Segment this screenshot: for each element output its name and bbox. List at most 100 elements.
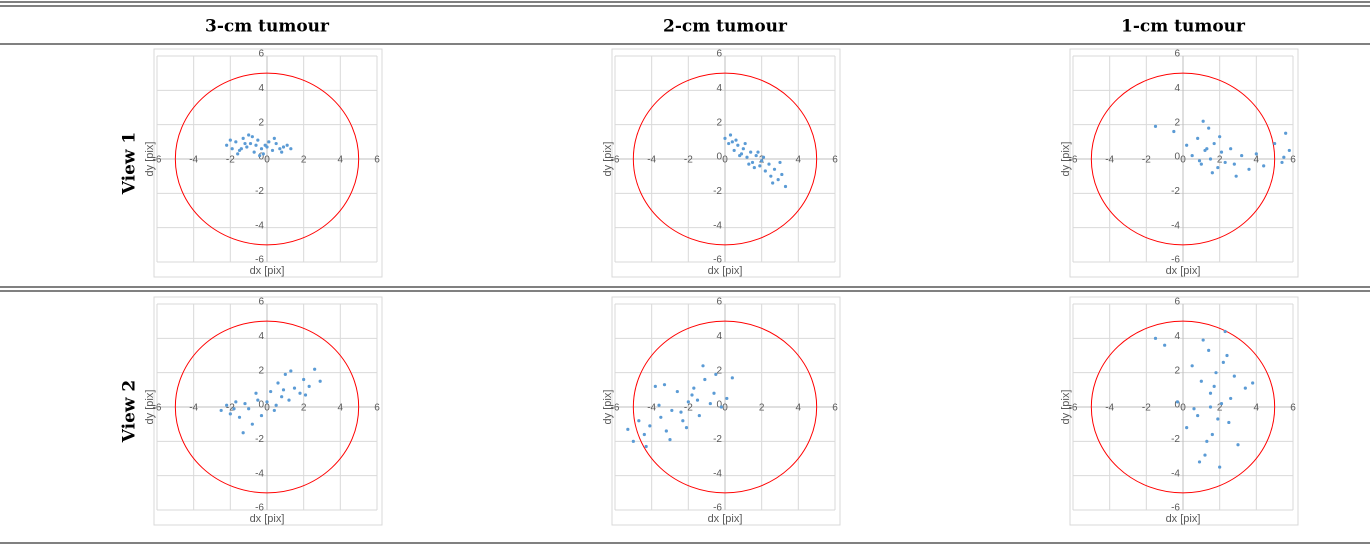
point: [267, 140, 271, 144]
point: [1210, 171, 1214, 175]
point: [237, 415, 242, 419]
y-tick-label: -2: [255, 186, 264, 197]
y-tick-label: 0: [258, 152, 264, 163]
x-tick-label: -6: [611, 155, 620, 166]
chart-border: [611, 48, 841, 278]
point: [225, 143, 229, 147]
x-tick-label: -2: [1142, 403, 1151, 414]
point: [745, 155, 749, 159]
point: [776, 178, 780, 182]
point: [287, 398, 291, 402]
x-tick-label: 4: [338, 155, 344, 166]
point: [243, 141, 247, 146]
column-header: 2-cm tumour: [663, 17, 788, 37]
threshold-circle: [174, 72, 360, 246]
point: [778, 160, 782, 165]
point: [243, 401, 247, 406]
y-tick-label: 2: [1174, 117, 1180, 128]
x-tick-label: 6: [374, 155, 380, 166]
point: [732, 148, 736, 153]
point: [228, 412, 232, 416]
point: [276, 381, 280, 385]
x-tick-label: 6: [832, 155, 838, 166]
point: [289, 369, 293, 373]
point: [1254, 152, 1258, 156]
y-tick-label: -6: [1171, 255, 1180, 266]
point: [1185, 143, 1189, 147]
point: [1247, 167, 1251, 171]
point: [250, 135, 254, 139]
y-tick-label: 0: [716, 400, 722, 411]
point: [727, 141, 731, 146]
point: [631, 439, 635, 443]
point: [1214, 371, 1218, 375]
point: [1197, 460, 1202, 464]
point: [1190, 153, 1194, 158]
point: [252, 150, 256, 154]
point: [1287, 148, 1291, 153]
x-tick-label: -4: [647, 155, 656, 166]
x-tick-label: 0: [264, 155, 270, 166]
point: [1208, 405, 1213, 409]
x-tick-label: 4: [796, 155, 802, 166]
x-tick-label: -4: [647, 403, 656, 414]
threshold-circle: [632, 320, 818, 494]
point: [756, 150, 760, 154]
y-axis-label: dy [pix]: [144, 390, 156, 425]
y-axis-label: dy [pix]: [602, 390, 614, 425]
point: [1153, 336, 1158, 340]
point: [771, 181, 775, 185]
point: [637, 419, 641, 423]
point: [725, 396, 729, 401]
point: [648, 424, 652, 428]
point: [1196, 136, 1200, 140]
y-tick-label: 6: [258, 49, 264, 60]
point: [1223, 329, 1227, 334]
point: [662, 383, 667, 387]
point: [1218, 135, 1222, 139]
chart-border: [611, 296, 841, 526]
point: [1201, 119, 1205, 123]
x-tick-label: 2: [1217, 403, 1223, 414]
row-header: View 1: [120, 132, 140, 196]
point: [254, 391, 258, 395]
point: [281, 388, 286, 392]
point: [708, 401, 712, 406]
point: [752, 165, 756, 170]
point: [728, 133, 733, 137]
y-tick-label: -4: [1171, 468, 1180, 479]
y-tick-label: 0: [1174, 152, 1180, 163]
x-tick-label: 4: [796, 403, 802, 414]
x-tick-label: -4: [189, 155, 198, 166]
y-tick-label: 4: [716, 331, 722, 342]
point: [245, 145, 249, 149]
point: [1229, 147, 1233, 151]
x-tick-label: 2: [301, 155, 307, 166]
x-tick-label: -2: [226, 155, 235, 166]
point: [1232, 374, 1236, 378]
point: [783, 184, 788, 189]
point: [750, 160, 755, 165]
point: [1205, 439, 1209, 443]
point: [269, 389, 273, 394]
threshold-circle: [1090, 72, 1276, 246]
y-tick-label: -4: [255, 220, 264, 231]
point: [723, 136, 727, 140]
point: [1153, 124, 1158, 128]
y-tick-label: 2: [258, 117, 264, 128]
point: [307, 384, 311, 388]
y-tick-label: -2: [1171, 434, 1180, 445]
point: [228, 138, 232, 142]
x-tick-label: 0: [1180, 155, 1186, 166]
point: [247, 407, 251, 411]
y-tick-label: 2: [1174, 365, 1180, 376]
point: [1163, 343, 1167, 347]
y-axis-label: dy [pix]: [1060, 142, 1072, 177]
x-tick-label: 2: [1217, 155, 1223, 166]
y-tick-label: -2: [255, 434, 264, 445]
x-tick-label: 0: [722, 155, 728, 166]
x-tick-label: -4: [1105, 155, 1114, 166]
y-tick-label: 6: [1174, 49, 1180, 60]
point: [230, 147, 234, 151]
y-axis-label: dy [pix]: [1060, 390, 1072, 425]
